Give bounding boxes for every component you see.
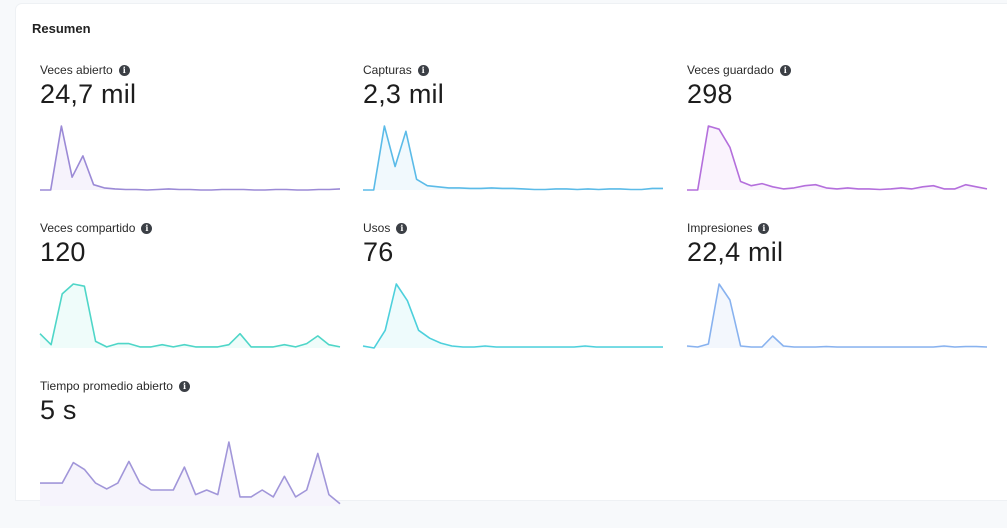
metric-label: Veces guardado [687,63,774,77]
metric-value: 120 [40,237,86,267]
sparkline-line [687,125,988,191]
metric-label: Veces compartido [40,221,136,235]
sparkline-line [40,441,341,505]
summary-panel: Resumen Veces abierto i 24,7 mil Captura… [16,4,1007,506]
metric-value: 24,7 mil [40,79,137,109]
metric-label: Veces abierto [40,63,113,77]
sparkline-line [39,283,341,348]
metric-value: 298 [687,79,733,109]
info-icon[interactable]: i [417,64,429,76]
info-icon[interactable]: i [396,222,408,234]
metric-card-impresiones: Impresiones i 22,4 mil [686,220,988,370]
sparkline-area [687,284,987,348]
sparkline-area [40,284,340,348]
metric-card-veces-compartido: Veces compartido i 120 [39,220,341,370]
sparkline-chart [40,125,341,191]
metric-card-tiempo-promedio-abierto: Tiempo promedio abierto i 5 s [40,378,341,528]
sparkline-chart [40,441,341,506]
metric-value: 2,3 mil [363,79,444,109]
info-icon[interactable]: i [178,380,190,392]
sparkline-area [40,442,340,506]
info-icon[interactable]: i [141,222,153,234]
sparkline-chart [39,283,341,348]
metric-label: Usos [363,221,391,235]
sparkline-line [363,125,663,191]
metric-label: Impresiones [687,221,753,235]
sparkline-chart [363,125,663,191]
sparkline-chart [687,125,988,191]
metric-card-capturas: Capturas i 2,3 mil [363,62,663,212]
metric-card-veces-guardado: Veces guardado i 298 [687,62,988,212]
metric-label: Capturas [363,63,412,77]
metric-value: 5 s [40,395,77,425]
sparkline-line [362,283,663,349]
sparkline-chart [362,283,663,349]
sparkline-area [363,126,663,190]
sparkline-area [363,284,663,348]
sparkline-chart [686,283,988,348]
sparkline-line [686,283,988,348]
metric-label: Tiempo promedio abierto [40,379,173,393]
sparkline-area [40,126,340,190]
sparkline-area [687,126,987,190]
section-title: Resumen [32,21,91,36]
metric-value: 22,4 mil [687,237,784,267]
info-icon[interactable]: i [779,64,791,76]
metric-card-usos: Usos i 76 [362,220,663,370]
info-icon[interactable]: i [758,222,770,234]
metric-value: 76 [363,237,394,267]
metric-card-veces-abierto: Veces abierto i 24,7 mil [40,62,341,212]
info-icon[interactable]: i [118,64,130,76]
sparkline-line [40,125,341,191]
